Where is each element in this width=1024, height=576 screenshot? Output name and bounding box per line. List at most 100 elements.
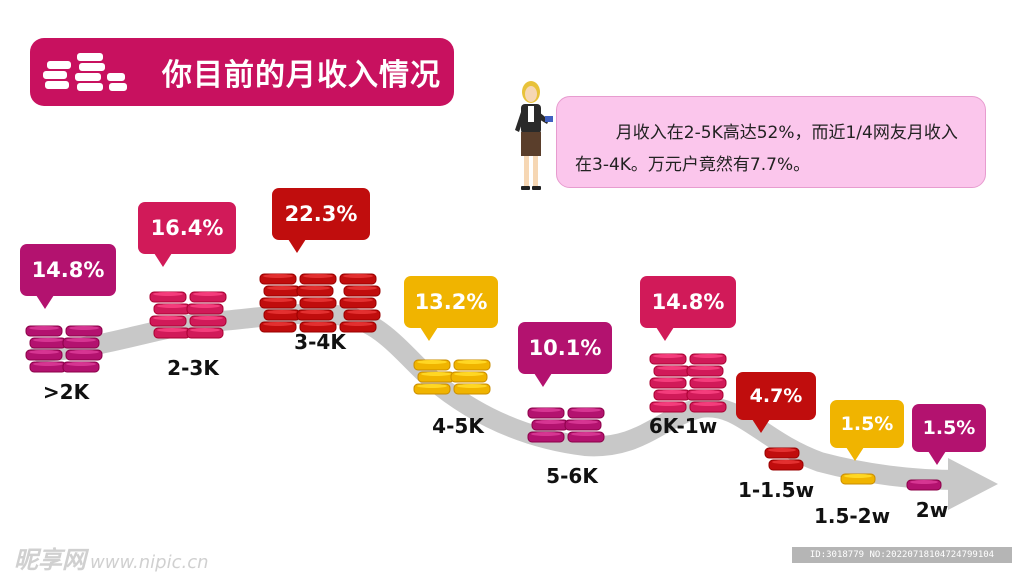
coin-rim [457, 384, 487, 388]
coin-stack-5 [527, 407, 605, 443]
coin-rim [190, 304, 220, 308]
coin-rim [69, 326, 99, 330]
coin-stack-icon [41, 51, 129, 93]
category-label: 6K-1w [648, 414, 718, 438]
coin-rim [657, 366, 687, 370]
value-label: 10.1% [528, 336, 602, 360]
coin-rim [69, 350, 99, 354]
coin-rim [153, 316, 183, 320]
coin-rim [343, 298, 373, 302]
coin-rim [66, 362, 96, 366]
value-bubble: 14.8% [640, 276, 736, 341]
coin-rim [910, 480, 938, 484]
coin-stack-6 [649, 353, 727, 413]
category-label: 1.5-2w [813, 504, 891, 528]
coin-rim [263, 274, 293, 278]
coin-rim [267, 286, 297, 290]
coin-rim [768, 448, 796, 452]
value-label: 14.8% [31, 258, 105, 282]
value-label: 22.3% [284, 202, 358, 226]
coin-rim [653, 402, 683, 406]
summary-note: 月收入在2-5K高达52%，而近1/4网友月收入在3-4K。万元户竟然有7.7%… [556, 96, 986, 188]
value-bubble: 14.8% [20, 244, 116, 309]
coin-rim [267, 310, 297, 314]
value-bubble: 1.5% [912, 404, 986, 465]
value-label: 13.2% [414, 290, 488, 314]
coin-stack-1 [25, 325, 103, 373]
coin-stack-9 [906, 479, 942, 491]
coin-rim [33, 362, 63, 366]
coin-rim [263, 322, 293, 326]
coin-rim [303, 298, 333, 302]
value-label: 4.7% [749, 385, 803, 407]
coin-rim [844, 474, 872, 478]
coin-rim [303, 322, 333, 326]
coin-rim [417, 360, 447, 364]
coin-rim [300, 286, 330, 290]
coin-rim [33, 338, 63, 342]
value-bubble: 22.3% [272, 188, 370, 253]
coin-rim [153, 292, 183, 296]
coin-rim [300, 310, 330, 314]
category-label: 1-1.5w [737, 478, 815, 502]
watermark: 昵享网 www.nipic.cn [14, 540, 209, 575]
coin-rim [571, 408, 601, 412]
coin-rim [457, 360, 487, 364]
value-label: 1.5% [840, 413, 894, 435]
coin-rim [347, 286, 377, 290]
coin-rim [157, 328, 187, 332]
coin-rim [690, 366, 720, 370]
coin-rim [657, 390, 687, 394]
image-id-strip: ID:3018779 NO:20220718104724799104 [792, 547, 1012, 563]
category-label: 3-4K [294, 330, 346, 354]
coin-rim [303, 274, 333, 278]
coin-rim [571, 432, 601, 436]
coin-rim [193, 316, 223, 320]
coin-rim [653, 354, 683, 358]
value-bubble: 13.2% [404, 276, 498, 341]
value-bubble: 10.1% [518, 322, 612, 387]
value-label: 14.8% [651, 290, 725, 314]
title-bar: 你目前的月收入情况 [30, 38, 454, 106]
coin-rim [347, 310, 377, 314]
presenter-figure-icon [515, 81, 553, 190]
coin-rim [66, 338, 96, 342]
watermark-brand: 昵享网 [14, 546, 86, 574]
category-label: 2w [915, 498, 949, 522]
coin-stack-2 [149, 291, 227, 339]
coin-rim [531, 408, 561, 412]
coin-stack-3 [259, 273, 381, 333]
coin-rim [29, 326, 59, 330]
category-label: 4-5K [432, 414, 484, 438]
coin-stack-8 [840, 473, 876, 485]
coin-rim [535, 420, 565, 424]
value-label: 16.4% [150, 216, 224, 240]
coin-rim [693, 378, 723, 382]
coin-rim [157, 304, 187, 308]
value-bubble: 1.5% [830, 400, 904, 461]
value-bubble: 4.7% [736, 372, 816, 433]
coin-rim [343, 322, 373, 326]
coin-rim [693, 402, 723, 406]
coin-rim [421, 372, 451, 376]
category-label: >2K [42, 380, 90, 404]
watermark-url: www.nipic.cn [90, 552, 209, 573]
category-label: 5-6K [546, 464, 598, 488]
value-bubble: 16.4% [138, 202, 236, 267]
value-label: 1.5% [922, 417, 976, 439]
page-title: 你目前的月收入情况 [162, 58, 441, 93]
coin-rim [343, 274, 373, 278]
coin-rim [531, 432, 561, 436]
coin-stack-4 [413, 359, 491, 395]
coin-rim [263, 298, 293, 302]
coin-rim [653, 378, 683, 382]
coin-rim [772, 460, 800, 464]
coin-rim [693, 354, 723, 358]
coin-rim [417, 384, 447, 388]
coin-rim [190, 328, 220, 332]
trend-arrow-head [948, 458, 998, 510]
coin-rim [454, 372, 484, 376]
coin-stack-7 [764, 447, 804, 471]
